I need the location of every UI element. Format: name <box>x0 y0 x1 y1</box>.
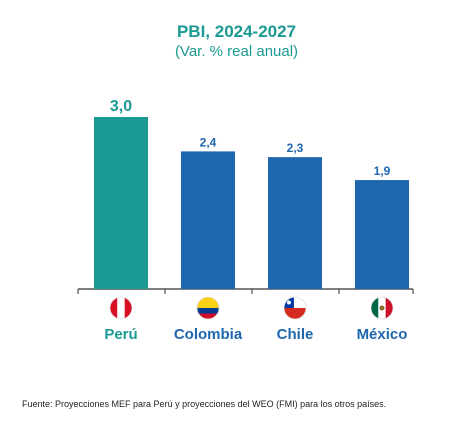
bar <box>268 157 322 289</box>
chart-subtitle: (Var. % real anual) <box>174 43 299 60</box>
x-tick-label: Chile <box>277 326 314 343</box>
bar <box>355 180 409 289</box>
chart-title: PBI, 2024-2027 <box>176 22 297 41</box>
data-label: 1,9 <box>374 164 391 178</box>
data-label: 2,4 <box>200 135 217 149</box>
colombia-flag-icon <box>197 297 219 319</box>
bar <box>94 117 148 289</box>
data-label: 3,0 <box>110 98 132 115</box>
x-tick-label: Perú <box>104 326 137 343</box>
source-note: Fuente: Proyecciones MEF para Perú y pro… <box>22 399 387 409</box>
x-tick-label: México <box>357 326 408 343</box>
data-label: 2,3 <box>287 141 304 155</box>
x-tick-label: Colombia <box>174 326 243 343</box>
bar <box>181 151 235 289</box>
mexico-flag-icon <box>371 297 393 319</box>
peru-flag-icon <box>110 297 132 319</box>
chile-flag-icon <box>284 297 306 319</box>
